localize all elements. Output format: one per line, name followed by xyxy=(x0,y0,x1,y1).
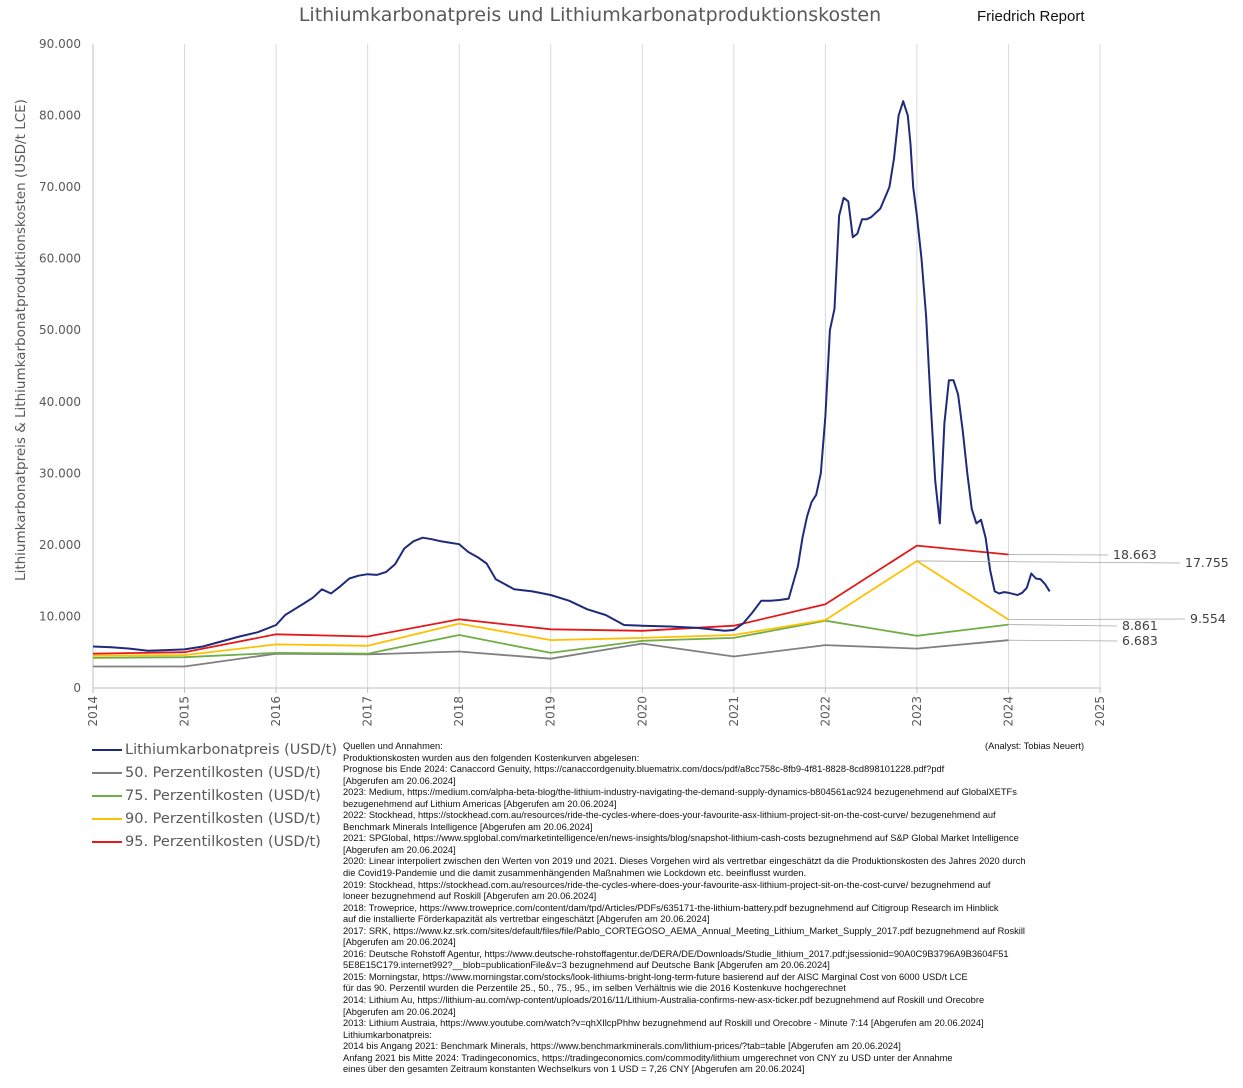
note-line: Prognose bis Ende 2024: Canaccord Genuit… xyxy=(343,764,945,775)
note-line: auf die installierte Förderkapazität als… xyxy=(343,914,710,925)
note-line: 5E8E15C179.internet992?__blob=publicatio… xyxy=(343,960,830,971)
chart: 0 10.000 20.000 30.000 40.000 50.000 60.000 70.… xyxy=(13,37,1229,727)
note-line: loneer bezugnehmend auf Roskill [Abgeruf… xyxy=(343,891,597,902)
note-line: 2022: Stockhead, https://stockhead.com.a… xyxy=(343,810,996,821)
annotation-leader xyxy=(916,560,1181,564)
legend-item-p90: 90. Perzentilkosten (USD/t) xyxy=(92,807,337,830)
legend-swatch xyxy=(92,840,122,843)
axes xyxy=(92,44,1101,693)
y-tick-label: 70.000 xyxy=(39,180,81,194)
analyst-credit: (Analyst: Tobias Neuert) xyxy=(985,741,1085,751)
annotation-label: 9.554 xyxy=(1190,611,1226,626)
note-line: [Abgerufen am 20.06.2024] xyxy=(343,775,456,786)
x-tick-labels: 2014 2015 2016 2017 2018 2019 2020 2021 2022 2023… xyxy=(86,696,1107,727)
annotation-leader xyxy=(1008,554,1109,556)
y-tick-label: 50.000 xyxy=(39,323,81,337)
x-tick-label: 2021 xyxy=(727,696,741,727)
annotation-leader xyxy=(1008,624,1118,627)
note-line: 2021: SPGlobal, https://www.spglobal.com… xyxy=(343,833,1019,844)
series-line-0 xyxy=(92,100,1051,652)
chart-title: Lithiumkarbonatpreis und Lithiumkarbonat… xyxy=(298,4,882,26)
note-line: 2017: SRK, https://www.kz.srk.com/sites/… xyxy=(343,925,1025,936)
annotation-leader xyxy=(1008,618,1186,621)
note-line: 2020: Linear interpoliert zwischen den W… xyxy=(343,856,1026,867)
note-line: für das 90. Perzentil wurden die Perzent… xyxy=(343,983,846,994)
y-tick-labels: 0 10.000 20.000 30.000 40.000 50.000 60.000 70.… xyxy=(39,37,81,695)
series-line-4 xyxy=(92,544,1009,655)
x-tick-label: 2025 xyxy=(1093,696,1107,727)
legend-item-p75: 75. Perzentilkosten (USD/t) xyxy=(92,784,337,807)
y-tick-label: 80.000 xyxy=(39,109,81,123)
annotation-label: 8.861 xyxy=(1122,618,1158,633)
y-tick-label: 40.000 xyxy=(39,395,81,409)
y-tick-label: 0 xyxy=(73,681,81,695)
annotation-label: 18.663 xyxy=(1113,547,1157,562)
x-tick-label: 2019 xyxy=(544,696,558,727)
note-line: [Abgerufen am 20.06.2024] xyxy=(343,844,456,855)
note-line: Produktionskosten wurden aus den folgend… xyxy=(343,752,640,763)
y-tick-label: 60.000 xyxy=(39,252,81,266)
brand-label: Friedrich Report xyxy=(977,8,1085,25)
note-line: 2014: Lithium Au, https://lithium-au.com… xyxy=(343,995,985,1006)
annotation-leader xyxy=(1008,639,1118,642)
note-line: bezugenehmend auf Lithium Americas [Abge… xyxy=(343,798,617,809)
legend-swatch xyxy=(92,794,122,797)
note-line: Quellen und Annahmen: xyxy=(343,741,443,751)
note-line: Benchmark Minerals Intelligence [Abgeruf… xyxy=(343,821,593,832)
x-tick-label: 2020 xyxy=(635,696,649,727)
note-line: 2013: Lithium Austraia, https://www.yout… xyxy=(343,1018,984,1029)
x-tick-label: 2015 xyxy=(178,696,192,727)
note-line: 2023: Medium, https://medium.com/alpha-b… xyxy=(343,787,1017,798)
note-line: 2015: Morningstar, https://www.morningst… xyxy=(343,971,968,982)
note-line: 2014 bis Angang 2021: Benchmark Minerals… xyxy=(343,1041,901,1052)
legend: Lithiumkarbonatpreis (USD/t) 50. Perzent… xyxy=(92,738,337,853)
note-line: eines über den gesamten Zeitraum konstan… xyxy=(343,1064,805,1075)
legend-label: 50. Perzentilkosten (USD/t) xyxy=(125,764,321,781)
x-tick-label: 2023 xyxy=(910,696,924,727)
legend-label: 90. Perzentilkosten (USD/t) xyxy=(125,810,321,827)
note-line: 2016: Deutsche Rohstoff Agentur, https:/… xyxy=(343,948,1009,959)
annotation-label: 6.683 xyxy=(1122,633,1158,648)
x-tick-label: 2018 xyxy=(452,696,466,727)
note-line: 2019: Stockhead, https://stockhead.com.a… xyxy=(343,879,991,890)
note-line: die Covid19-Pandemie und die damit zusam… xyxy=(343,868,807,879)
x-tick-label: 2016 xyxy=(269,696,283,727)
annotation-label: 17.755 xyxy=(1185,555,1229,570)
y-axis-label: Lithiumkarbonatpreis & Lithiumkarbonatpr… xyxy=(13,99,29,581)
x-tick-label: 2022 xyxy=(818,696,832,727)
legend-swatch xyxy=(92,771,122,774)
legend-swatch xyxy=(92,748,122,751)
legend-item-p50: 50. Perzentilkosten (USD/t) xyxy=(92,761,337,784)
legend-label: 75. Perzentilkosten (USD/t) xyxy=(125,787,321,804)
y-tick-label: 10.000 xyxy=(39,609,81,623)
series-line-1 xyxy=(93,639,1009,668)
y-tick-label: 30.000 xyxy=(39,466,81,480)
note-line: [Abgerufen am 20.06.2024] xyxy=(343,1006,456,1017)
y-tick-label: 20.000 xyxy=(39,538,81,552)
y-tick-label: 90.000 xyxy=(39,37,81,51)
note-line: 2018: Troweprice, https://www.troweprice… xyxy=(343,902,999,913)
note-line: [Abgerufen am 20.06.2024] xyxy=(343,937,456,948)
legend-item-price: Lithiumkarbonatpreis (USD/t) xyxy=(92,738,337,761)
note-line: Anfang 2021 bis Mitte 2024: Tradingecono… xyxy=(343,1052,953,1063)
sources-notes: Quellen und Annahmen: Produktionskosten w… xyxy=(343,741,1133,1076)
series-line-3 xyxy=(92,560,1009,657)
grid-lines xyxy=(184,44,1101,688)
series-line-2 xyxy=(92,619,1009,659)
series-lines xyxy=(92,100,1051,668)
legend-item-p95: 95. Perzentilkosten (USD/t) xyxy=(92,830,337,853)
legend-label: 95. Perzentilkosten (USD/t) xyxy=(125,833,321,850)
legend-swatch xyxy=(92,817,122,820)
legend-label: Lithiumkarbonatpreis (USD/t) xyxy=(125,741,337,758)
note-line: Lithiumkarbonatpreis: xyxy=(343,1029,432,1040)
x-tick-label: 2014 xyxy=(86,696,100,727)
x-tick-label: 2017 xyxy=(361,696,375,727)
x-tick-label: 2024 xyxy=(1001,696,1015,727)
